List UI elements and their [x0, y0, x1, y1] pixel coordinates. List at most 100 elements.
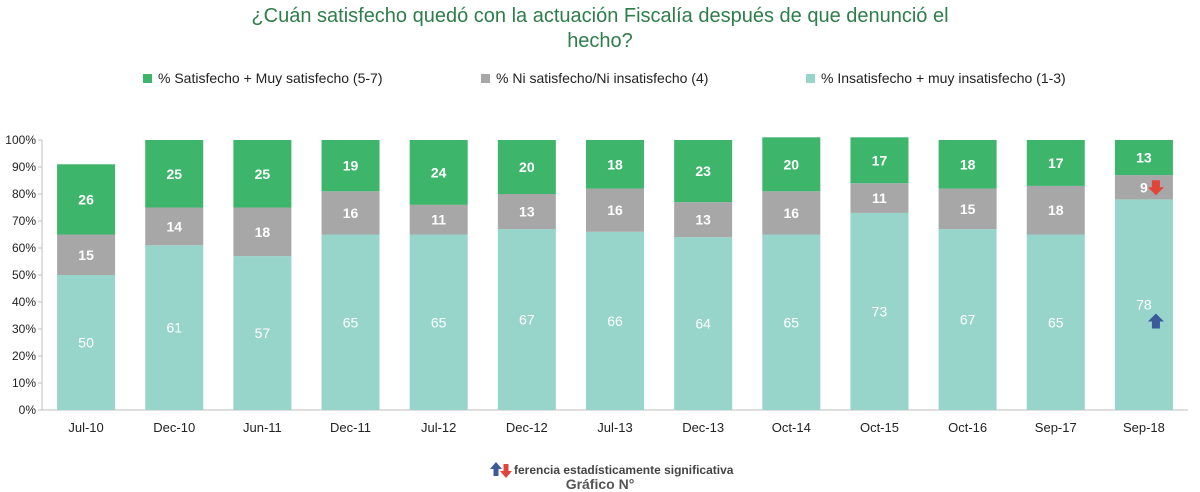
data-label-jul-13-series-2: 18 [607, 156, 623, 172]
data-label-dec-13-series-2: 23 [695, 163, 711, 179]
y-tick-label: 0% [19, 403, 37, 417]
data-label-oct-15-series-1: 11 [872, 190, 887, 206]
bar-segment-jun-11-series-1 [233, 207, 292, 257]
x-tick-label-oct-14: Oct-14 [772, 420, 811, 435]
bar-segment-jul-12-series-2 [409, 140, 468, 205]
data-label-sep-17-series-2: 17 [1048, 155, 1064, 171]
data-label-dec-12-series-2: 20 [519, 159, 535, 175]
bar-segment-oct-16-series-0 [938, 229, 997, 410]
bar-segment-jul-10-series-1 [57, 234, 116, 275]
y-tick-label: 40% [12, 295, 36, 309]
bar-segment-jul-13-series-2 [586, 140, 644, 189]
data-label-oct-16-series-2: 18 [960, 156, 976, 172]
bar-segment-dec-10-series-2 [145, 140, 204, 208]
bar-segment-sep-18-series-2 [1114, 140, 1173, 176]
x-tick-label-sep-17: Sep-17 [1035, 420, 1077, 435]
bar-segment-oct-15-series-2 [850, 137, 909, 184]
data-label-jul-10-series-1: 15 [78, 247, 94, 263]
x-tick-label-dec-11: Dec-11 [330, 420, 371, 435]
bar-segment-dec-11-series-2 [321, 140, 380, 192]
legend-item-insatisfecho: % Insatisfecho + muy insatisfecho (1-3) [806, 70, 1066, 86]
y-tick-label: 90% [12, 160, 36, 174]
data-label-dec-11-series-0: 65 [343, 314, 359, 330]
legend-label-satisfecho: % Satisfecho + Muy satisfecho (5-7) [158, 70, 383, 86]
data-label-oct-14-series-1: 16 [784, 205, 800, 221]
significance-arrow-down-icon [1147, 180, 1164, 196]
data-label-dec-13-series-1: 13 [695, 212, 711, 228]
data-label-sep-17-series-1: 18 [1048, 202, 1064, 218]
x-tick-label-jul-13: Jul-13 [597, 420, 632, 435]
bar-segment-jul-13-series-0 [586, 231, 644, 410]
bar-segment-oct-14-series-1 [762, 191, 821, 235]
x-tick-label-oct-16: Oct-16 [948, 420, 987, 435]
data-label-oct-14-series-2: 20 [784, 156, 800, 172]
y-tick-label: 10% [12, 376, 36, 390]
data-label-dec-10-series-2: 25 [166, 166, 182, 182]
bar-segment-oct-16-series-2 [938, 140, 997, 189]
legend-swatch-ni [481, 73, 490, 83]
data-label-oct-16-series-0: 67 [960, 312, 976, 328]
bar-segment-sep-18-series-0 [1114, 199, 1173, 410]
data-label-jun-11-series-0: 57 [255, 325, 271, 341]
y-tick-label: 50% [12, 268, 36, 282]
data-label-jul-10-series-0: 50 [78, 335, 94, 351]
x-tick-label-dec-12: Dec-12 [506, 420, 548, 435]
x-tick-label-oct-15: Oct-15 [860, 420, 899, 435]
significance-arrow-up-icon [1147, 313, 1164, 329]
bar-segment-dec-12-series-0 [497, 229, 556, 410]
bar-segment-dec-11-series-1 [321, 191, 380, 235]
bar-segment-jul-10-series-2 [57, 164, 116, 235]
bar-segment-sep-17-series-2 [1026, 140, 1085, 186]
x-tick-label-sep-18: Sep-18 [1123, 420, 1165, 435]
data-label-jul-12-series-2: 24 [431, 164, 447, 180]
significance-arrows-icon [490, 462, 512, 478]
legend-label-insatisfecho: % Insatisfecho + muy insatisfecho (1-3) [821, 70, 1066, 86]
bar-segment-jun-11-series-2 [233, 140, 292, 208]
y-tick-label: 80% [12, 187, 36, 201]
data-label-sep-18-series-1: 9 [1140, 179, 1148, 195]
chart-legend: % Satisfecho + Muy satisfecho (5-7) % Ni… [0, 70, 1200, 88]
data-label-jun-11-series-1: 18 [255, 224, 271, 240]
bar-segment-dec-12-series-1 [497, 194, 556, 230]
bar-segment-jul-12-series-0 [409, 234, 468, 410]
data-label-dec-10-series-0: 61 [166, 320, 182, 336]
bar-segment-sep-17-series-1 [1026, 185, 1085, 235]
bar-segment-dec-13-series-1 [674, 202, 733, 238]
footnote-text: ferencia estadísticamente significativa [514, 463, 734, 477]
data-label-oct-14-series-0: 65 [784, 314, 800, 330]
data-label-jul-12-series-1: 11 [431, 212, 446, 228]
stacked-bar-chart: 0% 10% 20% 30% 40% 50% 60% 70% 80% 90% 100% 50 15 26 J… [5, 133, 1188, 435]
data-label-oct-15-series-2: 17 [872, 152, 888, 168]
data-label-jul-10-series-2: 26 [78, 191, 94, 207]
y-tick-label: 30% [12, 322, 36, 336]
bar-segment-jun-11-series-0 [233, 256, 292, 410]
bar-segment-oct-15-series-0 [850, 212, 909, 410]
data-label-jul-13-series-0: 66 [607, 313, 623, 329]
y-tick-label: 20% [12, 349, 36, 363]
bar-segment-dec-12-series-2 [497, 140, 556, 194]
bar-segment-oct-16-series-1 [938, 188, 997, 230]
data-label-sep-17-series-0: 65 [1048, 314, 1064, 330]
x-tick-label-dec-13: Dec-13 [682, 420, 724, 435]
data-label-jul-12-series-0: 65 [431, 314, 447, 330]
x-tick-label-dec-10: Dec-10 [153, 420, 195, 435]
data-label-oct-16-series-1: 15 [960, 201, 976, 217]
data-label-jun-11-series-2: 25 [255, 166, 271, 182]
bar-segment-oct-14-series-2 [762, 137, 821, 192]
bar-segment-dec-13-series-2 [674, 140, 733, 203]
bar-segment-dec-13-series-0 [674, 237, 733, 410]
legend-item-ni: % Ni satisfecho/Ni insatisfecho (4) [481, 70, 708, 86]
data-label-dec-11-series-1: 16 [343, 205, 359, 221]
y-tick-label: 60% [12, 241, 36, 255]
legend-label-ni: % Ni satisfecho/Ni insatisfecho (4) [496, 70, 709, 86]
y-tick-label: 70% [12, 214, 36, 228]
data-label-dec-11-series-2: 19 [343, 158, 359, 174]
x-tick-label-jul-10: Jul-10 [68, 420, 103, 435]
bar-segment-dec-10-series-1 [145, 207, 204, 246]
chart-title: ¿Cuán satisfecho quedó con la actuación … [0, 4, 1200, 54]
bar-segment-jul-10-series-0 [57, 275, 116, 410]
legend-swatch-satisfecho [143, 73, 152, 83]
bar-segment-sep-17-series-0 [1026, 234, 1085, 410]
significance-footnote: ferencia estadísticamente significativa [490, 462, 733, 478]
data-label-sep-18-series-2: 13 [1136, 150, 1152, 166]
